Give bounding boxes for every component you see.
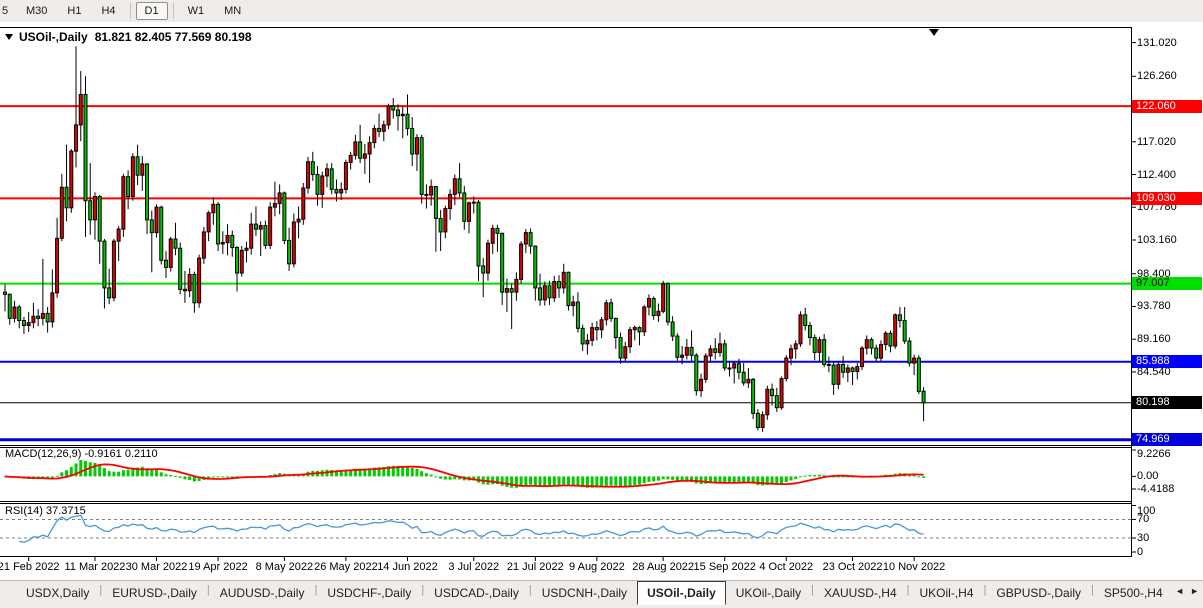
tab-separator: |	[906, 584, 910, 596]
date-axis-label: 23 Oct 2022	[822, 561, 883, 573]
chart-area[interactable]: USOil-,Daily 81.821 82.405 77.569 80.198…	[0, 22, 1203, 580]
tab-separator: |	[99, 584, 103, 596]
symbol-title: USOil-,Daily	[19, 30, 88, 44]
price-axis-tick-label: 89.160	[1137, 333, 1171, 346]
rsi-axis-label: 0	[1137, 546, 1144, 558]
tab-separator: |	[421, 584, 425, 596]
chart-shift-icon	[929, 29, 939, 36]
price-axis-tick-label: 117.020	[1137, 135, 1176, 148]
tab-ukoil-daily[interactable]: UKOil-,Daily	[735, 586, 802, 600]
tab-separator: |	[983, 584, 987, 596]
price-line-label: 109.030	[1132, 191, 1202, 205]
macd-indicator-label: MACD(12,26,9) -0.9161 0.2110	[5, 448, 158, 460]
timeframe-h1-button[interactable]: H1	[67, 5, 82, 17]
date-axis-label: 8 May 2022	[255, 561, 314, 573]
tab-usdchf-daily[interactable]: USDCHF-,Daily	[327, 586, 412, 600]
toolbar-separator	[129, 3, 131, 19]
price-line-label: 85.988	[1132, 355, 1202, 369]
price-axis-tick-label: 126.260	[1137, 70, 1177, 83]
tab-separator: |	[314, 584, 318, 596]
timeframe-m30-button[interactable]: M30	[26, 5, 48, 17]
tab-separator: |	[811, 584, 814, 596]
symbol-dropdown-icon[interactable]	[5, 34, 13, 40]
date-axis-label: 19 Apr 2022	[188, 561, 248, 573]
price-chart-canvas[interactable]	[0, 22, 1203, 580]
timeframe-toolbar: 5 M30 H1 H4 D1 W1 MN	[0, 0, 1203, 23]
timeframe-mn-button[interactable]: MN	[224, 5, 242, 17]
rsi-axis-label: 30	[1137, 532, 1150, 545]
tab-usdcnh-daily[interactable]: USDCNH-,Daily	[541, 586, 628, 600]
date-axis-label: 14 Jun 2022	[377, 561, 438, 573]
price-axis-tick-label: 112.400	[1137, 168, 1176, 181]
macd-axis-label: 0.00	[1137, 470, 1159, 483]
price-axis-tick-label: 98.400	[1137, 267, 1171, 280]
tab-xauusd-h4[interactable]: XAUUSD-,H4	[823, 586, 897, 600]
price-line-label: 122.060	[1132, 99, 1202, 113]
date-axis-label: 21 Feb 2022	[0, 561, 60, 573]
date-axis-label: 9 Aug 2022	[569, 561, 625, 573]
tabs-scroll-left-button[interactable]: ◄	[1175, 586, 1185, 596]
date-axis-label: 21 Jul 2022	[506, 561, 564, 573]
current-price-label: 80.198	[1132, 396, 1202, 410]
timeframe-m5-button[interactable]: 5	[2, 5, 9, 17]
tab-separator: |	[1091, 584, 1094, 596]
date-axis-label: 15 Sep 2022	[693, 561, 756, 573]
date-axis-label: 26 May 2022	[314, 561, 378, 573]
macd-axis-label: -4.4188	[1137, 483, 1175, 496]
date-axis-label: 30 Mar 2022	[125, 561, 188, 573]
tab-usoil-daily[interactable]: USOil-,Daily	[637, 581, 726, 605]
tab-eurusd-daily[interactable]: EURUSD-,Daily	[112, 586, 197, 600]
tab-separator: |	[528, 584, 532, 596]
toolbar-separator	[172, 3, 174, 19]
tab-usdcad-daily[interactable]: USDCAD-,Daily	[434, 586, 519, 600]
tab-gbpusd-daily[interactable]: GBPUSD-,Daily	[996, 586, 1082, 600]
tab-audusd-daily[interactable]: AUDUSD-,Daily	[219, 586, 305, 600]
date-axis-label: 11 Mar 2022	[64, 561, 126, 573]
ohlc-readout: 81.821 82.405 77.569 80.198	[94, 30, 252, 44]
tabs-scroll-right-button[interactable]: ►	[1190, 586, 1199, 596]
price-axis-tick-label: 84.540	[1137, 365, 1171, 378]
tab-usdx-daily[interactable]: USDX,Daily	[26, 586, 90, 600]
chart-window-tabbar: USDX,Daily | EURUSD-,Daily | AUDUSD-,Daily…	[0, 580, 1203, 608]
price-axis-tick-label: 131.020	[1137, 36, 1177, 49]
date-axis-label: 28 Aug 2022	[632, 561, 695, 573]
tab-sp500-h4[interactable]: SP500-,H4	[1103, 586, 1163, 600]
date-axis-label: 4 Oct 2022	[759, 561, 814, 573]
chart-title-row: USOil-,Daily 81.821 82.405 77.569 80.198	[5, 30, 252, 44]
macd-axis-label: 9.2266	[1137, 448, 1171, 460]
price-line-label: 74.969	[1132, 433, 1202, 447]
date-axis-label: 10 Nov 2022	[882, 561, 946, 573]
price-axis-tick-label: 103.160	[1137, 234, 1177, 246]
rsi-axis-label: 100	[1137, 505, 1156, 517]
tab-separator: |	[206, 584, 210, 596]
timeframe-d1-button[interactable]: D1	[135, 2, 168, 20]
rsi-indicator-label: RSI(14) 37.3715	[5, 505, 86, 517]
timeframe-h4-button[interactable]: H4	[101, 5, 116, 17]
price-axis-tick-label: 93.780	[1137, 300, 1171, 313]
rsi-axis-label: 70	[1137, 513, 1150, 526]
tab-ukoil-h4[interactable]: UKOil-,H4	[919, 586, 974, 600]
price-line-label: 97.007	[1132, 277, 1202, 291]
date-axis-label: 3 Jul 2022	[448, 561, 500, 573]
timeframe-w1-button[interactable]: W1	[187, 5, 205, 17]
